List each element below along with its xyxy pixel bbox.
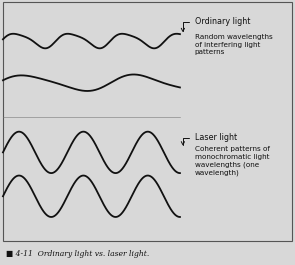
Text: Laser light: Laser light	[181, 133, 237, 145]
Text: ■ 4-11  Ordinary light vs. laser light.: ■ 4-11 Ordinary light vs. laser light.	[6, 250, 149, 258]
Text: Random wavelengths
of interfering light
patterns: Random wavelengths of interfering light …	[195, 34, 273, 55]
Text: Ordinary light: Ordinary light	[181, 17, 250, 32]
Text: Coherent patterns of
monochromatic light
wavelengths (one
wavelength): Coherent patterns of monochromatic light…	[195, 146, 270, 176]
